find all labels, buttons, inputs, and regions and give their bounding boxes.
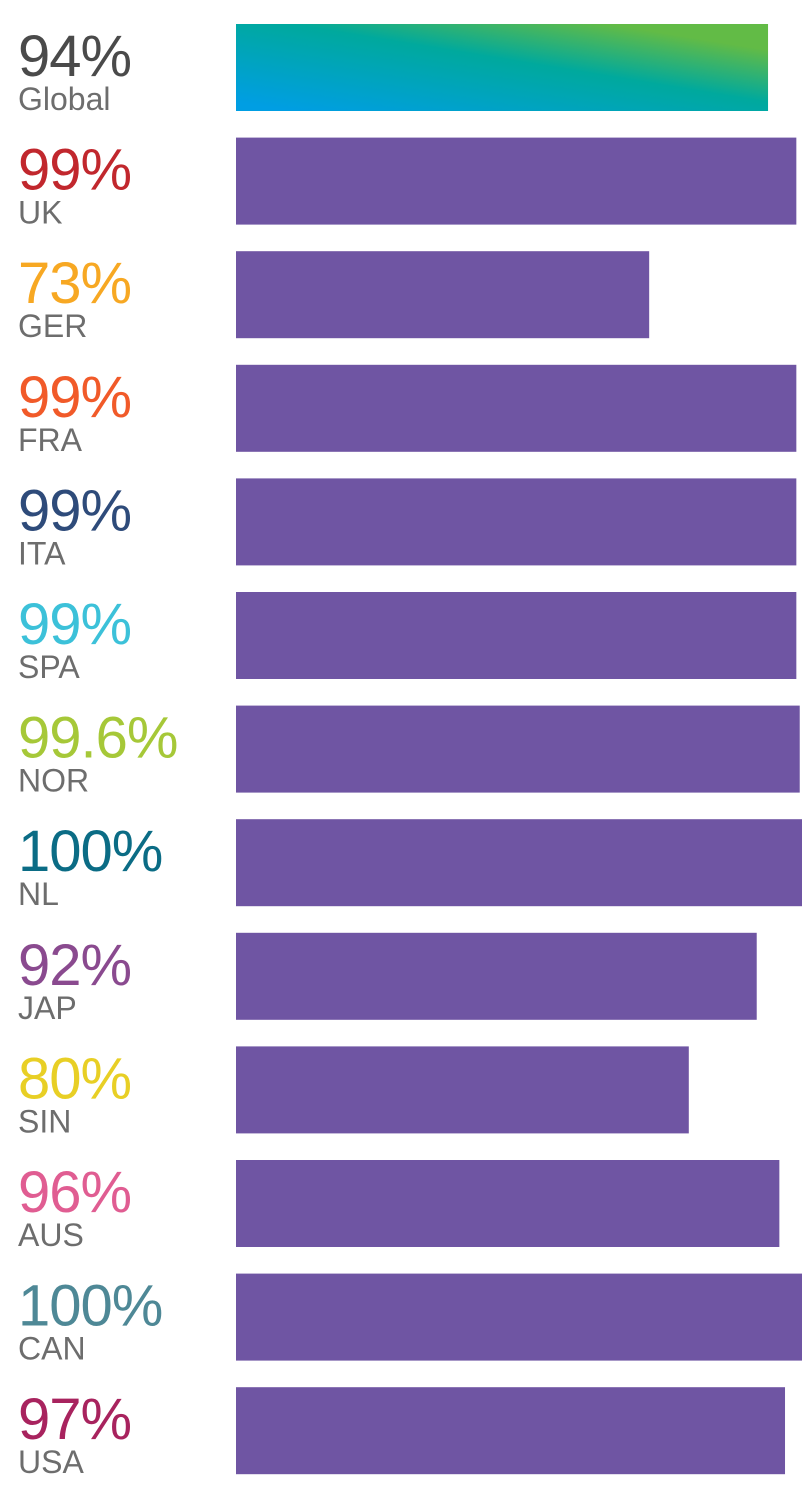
bar-sin [236, 1046, 689, 1134]
value-label-uk: 99% [18, 138, 131, 203]
row-nor: 99.6%NOR [18, 705, 800, 799]
category-label-fra: FRA [18, 422, 83, 458]
value-label-sin: 80% [18, 1046, 131, 1111]
category-label-ita: ITA [18, 535, 66, 571]
bar-jap [236, 932, 757, 1020]
category-label-spa: SPA [18, 649, 80, 685]
row-jap: 92%JAP [18, 932, 757, 1026]
chart-rows: 94%Global99%UK73%GER99%FRA99%ITA99%SPA99… [18, 24, 802, 1480]
category-label-can: CAN [18, 1331, 86, 1367]
category-label-aus: AUS [18, 1217, 84, 1253]
category-label-sin: SIN [18, 1103, 71, 1139]
category-label-ger: GER [18, 308, 87, 344]
row-can: 100%CAN [18, 1273, 802, 1367]
value-label-global: 94% [18, 24, 131, 89]
row-global: 94%Global [18, 24, 769, 117]
bar-global [236, 24, 769, 111]
row-fra: 99%FRA [18, 364, 797, 458]
bar-nor [236, 705, 800, 793]
row-usa: 97%USA [18, 1387, 786, 1480]
bar-fra [236, 364, 797, 452]
category-label-uk: UK [18, 195, 62, 231]
value-label-nor: 99.6% [18, 706, 177, 771]
category-label-usa: USA [18, 1444, 84, 1480]
bar-ger [236, 251, 650, 339]
bar-nl [236, 819, 802, 907]
value-label-jap: 92% [18, 933, 131, 998]
bar-usa [236, 1387, 786, 1475]
row-sin: 80%SIN [18, 1046, 689, 1139]
bar-spa [236, 592, 797, 679]
value-label-can: 100% [18, 1274, 162, 1339]
bar-can [236, 1273, 802, 1361]
category-label-jap: JAP [18, 990, 77, 1026]
value-label-fra: 99% [18, 365, 131, 430]
row-spa: 99%SPA [18, 592, 797, 685]
value-label-ger: 73% [18, 251, 131, 316]
value-label-ita: 99% [18, 478, 131, 543]
category-label-global: Global [18, 81, 111, 117]
bar-ita [236, 478, 797, 566]
category-label-nor: NOR [18, 763, 89, 799]
bar-uk [236, 137, 797, 225]
row-ger: 73%GER [18, 251, 650, 344]
row-aus: 96%AUS [18, 1160, 780, 1253]
row-uk: 99%UK [18, 137, 797, 231]
value-label-spa: 99% [18, 592, 131, 657]
value-label-aus: 96% [18, 1160, 131, 1225]
row-nl: 100%NL [18, 819, 802, 912]
value-label-usa: 97% [18, 1387, 131, 1452]
value-label-nl: 100% [18, 819, 162, 884]
row-ita: 99%ITA [18, 478, 797, 571]
category-label-nl: NL [18, 876, 59, 912]
bar-aus [236, 1160, 780, 1247]
